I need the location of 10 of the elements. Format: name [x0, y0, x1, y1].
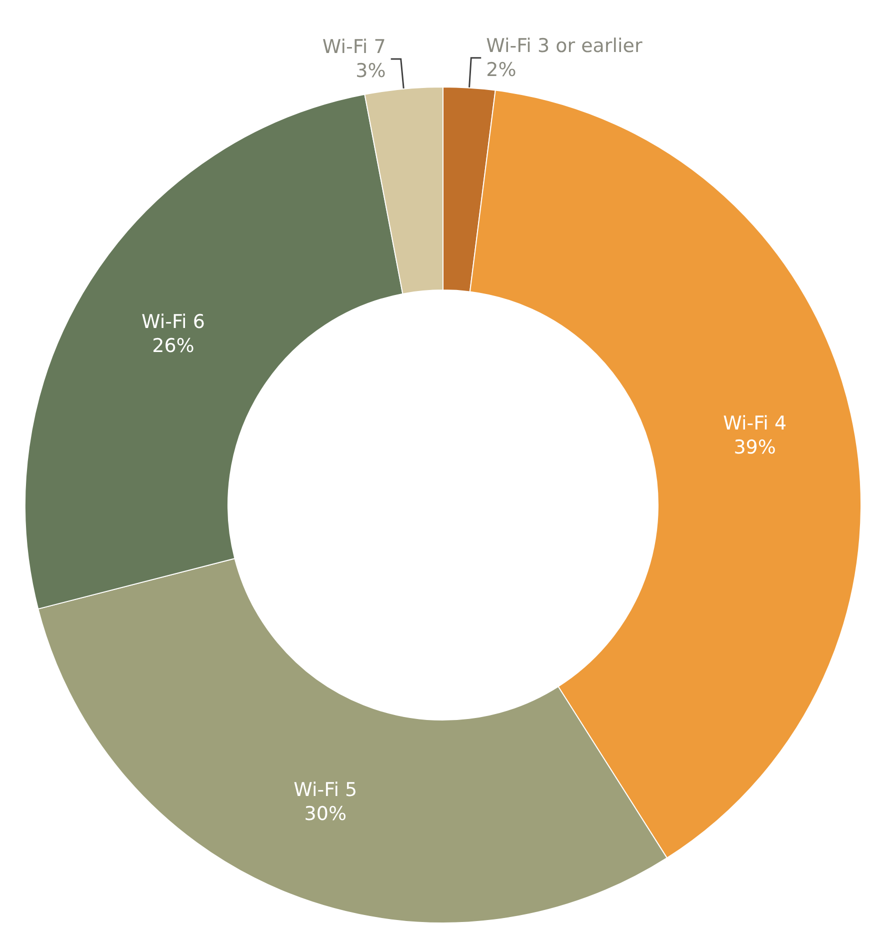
slice-label: Wi-Fi 6	[142, 310, 205, 333]
slice-label: Wi-Fi 7	[322, 36, 386, 58]
slice-label: Wi-Fi 5	[294, 779, 358, 802]
data-label: 3%	[356, 60, 386, 82]
slice-label: Wi-Fi 3 or earlier	[486, 34, 642, 57]
data-label: 2%	[486, 58, 516, 81]
slice-label: Wi-Fi 4	[723, 412, 787, 434]
data-label: 30%	[304, 803, 346, 826]
data-label: 26%	[152, 334, 194, 357]
data-label: 39%	[734, 436, 776, 458]
